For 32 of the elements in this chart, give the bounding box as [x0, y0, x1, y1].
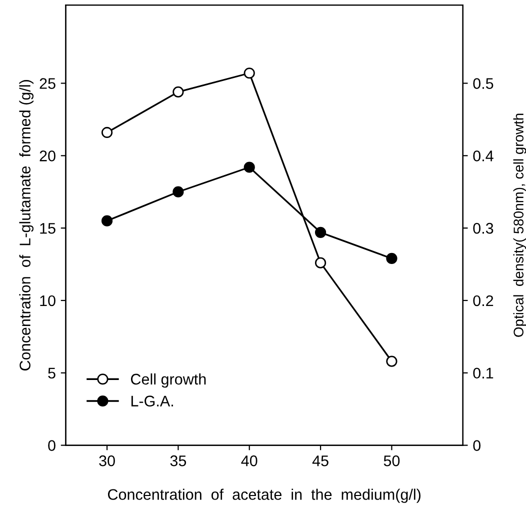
x-tick-label: 30 [99, 455, 115, 466]
point [386, 356, 398, 367]
y-tick-label: 5 [48, 368, 56, 379]
y-tick-label: 20 [40, 150, 56, 162]
x-axis-title: Concentration of acetate in the medium(g/l) [108, 488, 420, 503]
point [172, 186, 184, 198]
y-tick-label: 15 [40, 223, 56, 234]
y-axis-title: Concentration of L-glutamate formed (g/l) [19, 80, 34, 370]
point [314, 257, 326, 268]
y2-tick-label: 0 [473, 440, 480, 451]
point [314, 226, 326, 238]
y-tick-label: 10 [40, 295, 56, 306]
y2-tick-label: 0.2 [473, 295, 494, 306]
y2-axis-title: Optical density( 580nm), cell growth [513, 114, 526, 337]
y2-tick-label: 0.5 [473, 78, 494, 89]
legend-label: Cell growth [130, 373, 206, 388]
y2-tick-label: 0.1 [473, 368, 494, 379]
point [386, 252, 398, 264]
x-tick-label: 50 [384, 455, 400, 466]
x-tick-label: 35 [170, 455, 186, 466]
point [244, 162, 255, 173]
legend-label: L-G.A. [131, 396, 173, 406]
y-tick-label: 25 [40, 78, 56, 89]
point [101, 215, 113, 226]
y2-tick-label: 0.4 [473, 150, 494, 162]
y2-tick-label: 0.3 [473, 222, 494, 234]
x-tick-label: 45 [312, 456, 328, 466]
point [172, 86, 184, 98]
x-tick-label: 40 [241, 455, 258, 466]
point [244, 68, 255, 79]
point [101, 126, 113, 138]
y-tick-label: 0 [48, 440, 56, 451]
